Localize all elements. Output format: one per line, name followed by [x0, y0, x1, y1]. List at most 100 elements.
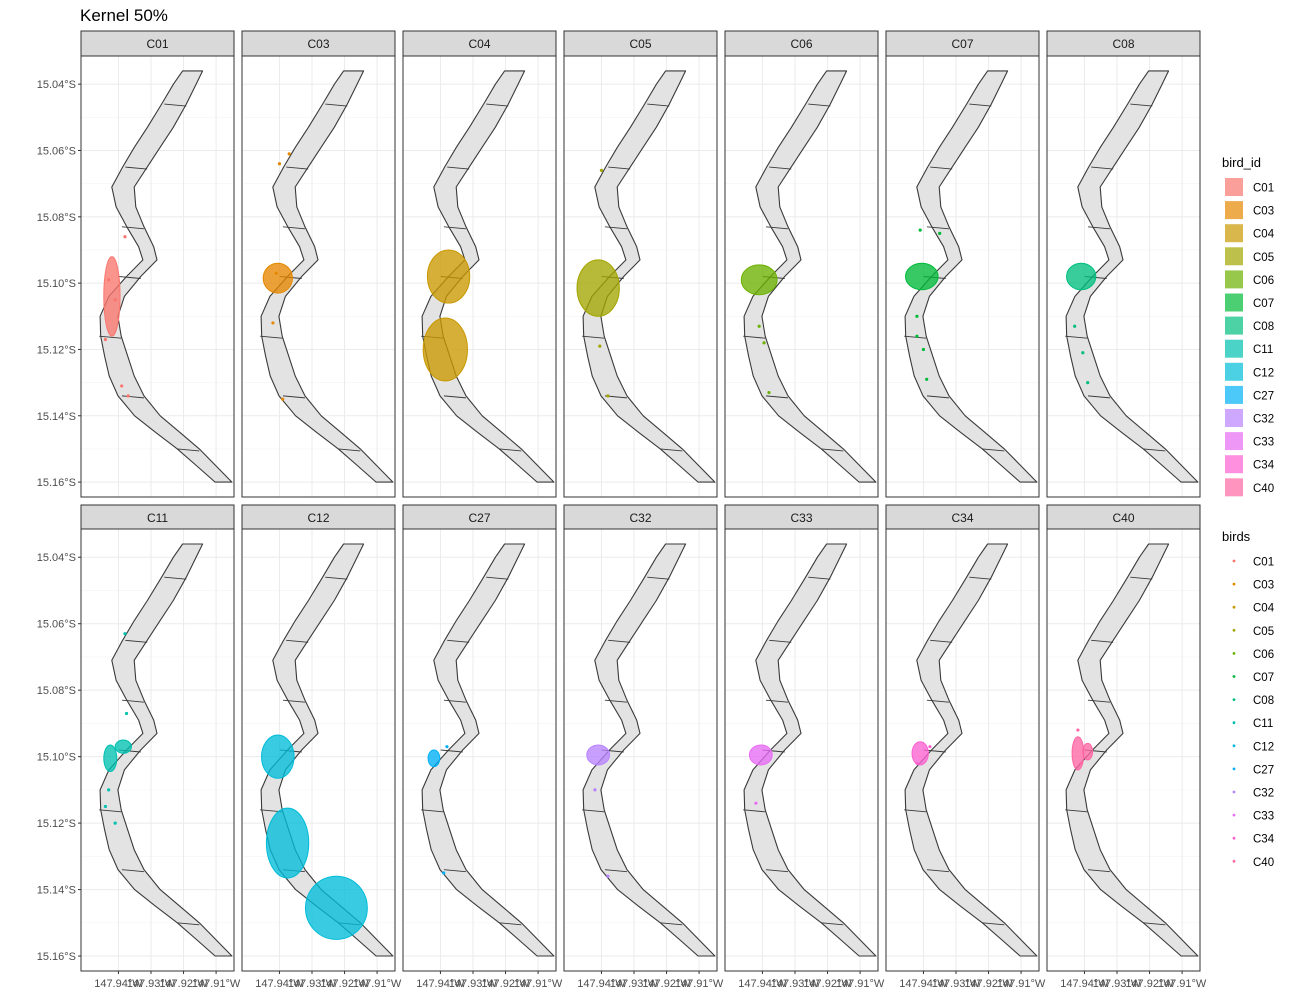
reef-segment	[604, 226, 628, 230]
bird-point	[938, 231, 942, 235]
reef-segment	[121, 869, 145, 873]
reef-segment	[486, 576, 509, 580]
facet-label: C04	[468, 37, 490, 51]
legend-label: C33	[1253, 811, 1274, 823]
y-tick-label: 15.14°S	[37, 885, 76, 897]
bird-point	[120, 384, 124, 388]
facet-panel-c32: C32	[563, 504, 718, 972]
reef-segment	[282, 226, 306, 230]
legend-label: C07	[1253, 298, 1274, 310]
reef-segment	[1087, 226, 1111, 230]
bird-point	[271, 321, 275, 325]
bird-point	[767, 390, 771, 395]
panel-content	[740, 70, 877, 483]
y-tick-label: 15.14°S	[37, 411, 76, 423]
kernel-c03-0	[262, 262, 293, 294]
reef-segment	[765, 395, 789, 399]
reef-segment	[325, 576, 348, 580]
facet-panel-c27: C27	[402, 504, 557, 972]
legend-label: C01	[1253, 557, 1274, 569]
x-tick-label: 147.93°W	[771, 978, 820, 990]
bird-point	[107, 278, 111, 282]
reef-segment	[1065, 809, 1088, 813]
reef-segment	[1087, 869, 1111, 873]
facet-panels: C01 C03 C04 C05 C06 C07 C08 C11 C12 C27 C32 C33 C34 C…	[80, 30, 1201, 972]
legend-key	[1225, 293, 1243, 312]
bird-point	[598, 344, 602, 348]
x-tick-label: 147.94°W	[738, 978, 787, 990]
reef-segment	[177, 922, 200, 926]
panel-border	[241, 528, 396, 972]
facet-label: C03	[307, 37, 329, 51]
reef-segment	[808, 576, 831, 580]
x-tick-label: 147.91°W	[675, 978, 724, 990]
facet-strip	[885, 30, 1040, 57]
reef-segment	[443, 226, 467, 230]
facet-label: C06	[790, 37, 812, 51]
bird-point	[921, 347, 926, 352]
bird-point	[445, 745, 449, 749]
reef-segment	[904, 335, 927, 339]
legend-key	[1225, 270, 1243, 289]
panel-border	[402, 55, 557, 498]
panel-border	[885, 528, 1040, 972]
reef-segment	[982, 922, 1005, 926]
y-tick-label: 15.12°S	[37, 344, 76, 356]
legend-label: C12	[1253, 367, 1274, 379]
facet-label: C11	[147, 511, 168, 525]
x-tick-label: 147.92°W	[1125, 978, 1174, 990]
reef-segment	[99, 335, 122, 339]
reef-segment	[121, 226, 145, 230]
kernel-c40-1	[1082, 742, 1094, 761]
y-tick-label: 15.10°S	[37, 752, 76, 764]
reef-segment	[443, 699, 467, 703]
facet-panel-c40: C40	[1046, 504, 1201, 972]
bird-point	[107, 788, 111, 792]
reef-segment	[604, 699, 628, 703]
x-tick-label: 147.94°W	[577, 978, 626, 990]
y-tick-label: 15.04°S	[37, 552, 76, 564]
facet-label: C05	[629, 37, 651, 51]
y-tick-label: 15.08°S	[37, 212, 76, 224]
kernel-c06-0	[740, 264, 778, 296]
reef-segment	[118, 276, 141, 279]
bird-point	[915, 314, 919, 318]
facet-panel-c33: C33	[724, 504, 879, 972]
facet-strip	[1046, 30, 1201, 57]
bird-point	[918, 228, 922, 232]
panel-border	[241, 55, 396, 498]
reef-segment	[1130, 103, 1153, 107]
x-tick-label: 147.93°W	[449, 978, 498, 990]
panel-border	[402, 528, 557, 972]
legend-label: C03	[1253, 206, 1274, 218]
legend-key	[1232, 652, 1236, 655]
reef-segment	[121, 699, 145, 703]
bird-point	[113, 298, 117, 302]
island-outline	[421, 70, 555, 483]
kernel-c27-0	[427, 749, 441, 768]
facet-panel-c01: C01	[80, 30, 235, 498]
legend-label: C27	[1253, 764, 1274, 776]
x-tick-label: 147.92°W	[159, 978, 208, 990]
facet-strip	[241, 504, 396, 531]
reef-segment	[582, 809, 605, 813]
island-outline	[260, 70, 394, 483]
legend-label: C07	[1253, 672, 1274, 684]
reef-segment	[1065, 335, 1088, 339]
legend-label: C12	[1253, 741, 1274, 753]
legend-key	[1225, 432, 1243, 451]
bird-point	[103, 337, 108, 342]
facet-panel-c08: C08	[1046, 30, 1201, 498]
kernel-c04-0	[426, 249, 471, 304]
bird-point	[287, 152, 291, 156]
reef-segment	[1087, 395, 1111, 399]
kernel-c12-2	[304, 875, 368, 940]
bird-point	[103, 804, 108, 809]
panel-content	[421, 543, 555, 957]
reef-segment	[1143, 448, 1166, 452]
bird-point	[915, 334, 919, 338]
reef-segment	[982, 448, 1005, 452]
island-outline	[421, 543, 555, 957]
y-tick-label: 15.16°S	[37, 951, 76, 963]
reef-segment	[338, 448, 361, 452]
